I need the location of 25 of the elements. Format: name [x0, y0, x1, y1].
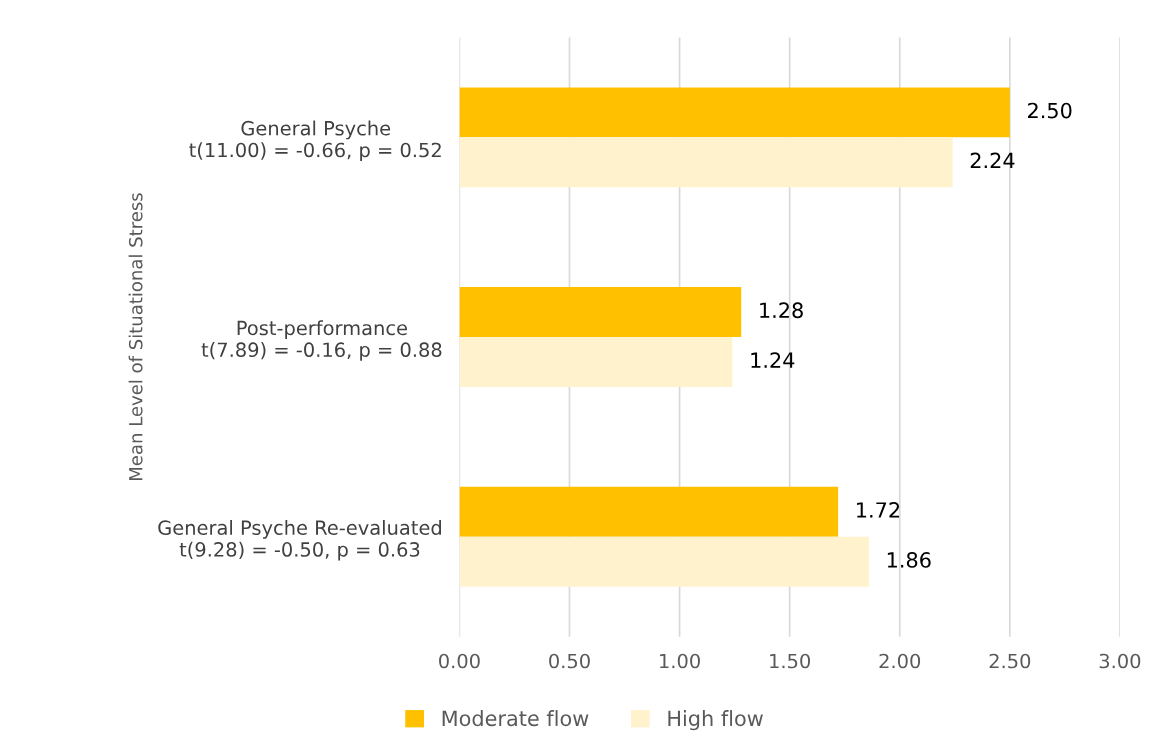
data-label: 1.86 [887, 552, 931, 568]
bar [459, 137, 953, 188]
bar [459, 87, 1010, 138]
bar [459, 486, 839, 537]
y-axis-title: Mean Level of Situational Stress [128, 193, 143, 480]
y-tick-label: Post-performance t(7.89) = -0.16, p = 0.88 [201, 320, 442, 361]
x-tick-label: 0.00 [439, 653, 480, 669]
x-tick-label: 1.50 [770, 653, 811, 669]
data-label: 2.50 [1028, 102, 1072, 119]
bar [459, 337, 733, 387]
data-label: 1.28 [760, 302, 803, 319]
x-tick-label: 0.50 [549, 653, 590, 669]
legend-label: High flow [668, 710, 763, 731]
data-label: 1.24 [751, 352, 795, 368]
x-tick-label: 2.50 [989, 653, 1031, 669]
x-tick-label: 3.00 [1099, 653, 1141, 669]
x-tick-label: 1.00 [660, 653, 700, 669]
bar [459, 287, 742, 338]
y-tick-label: General Psyche Re-evaluated t(9.28) = -0.50, p = 0.63 [158, 519, 441, 561]
y-tick-label: General Psyche t(11.00) = -0.66, p = 0.52 [189, 120, 441, 162]
legend-label: Moderate flow [442, 710, 589, 727]
data-label: 2.24 [970, 152, 1015, 169]
x-tick-label: 2.00 [879, 653, 921, 669]
bar [459, 536, 869, 587]
data-label: 1.72 [857, 502, 900, 518]
